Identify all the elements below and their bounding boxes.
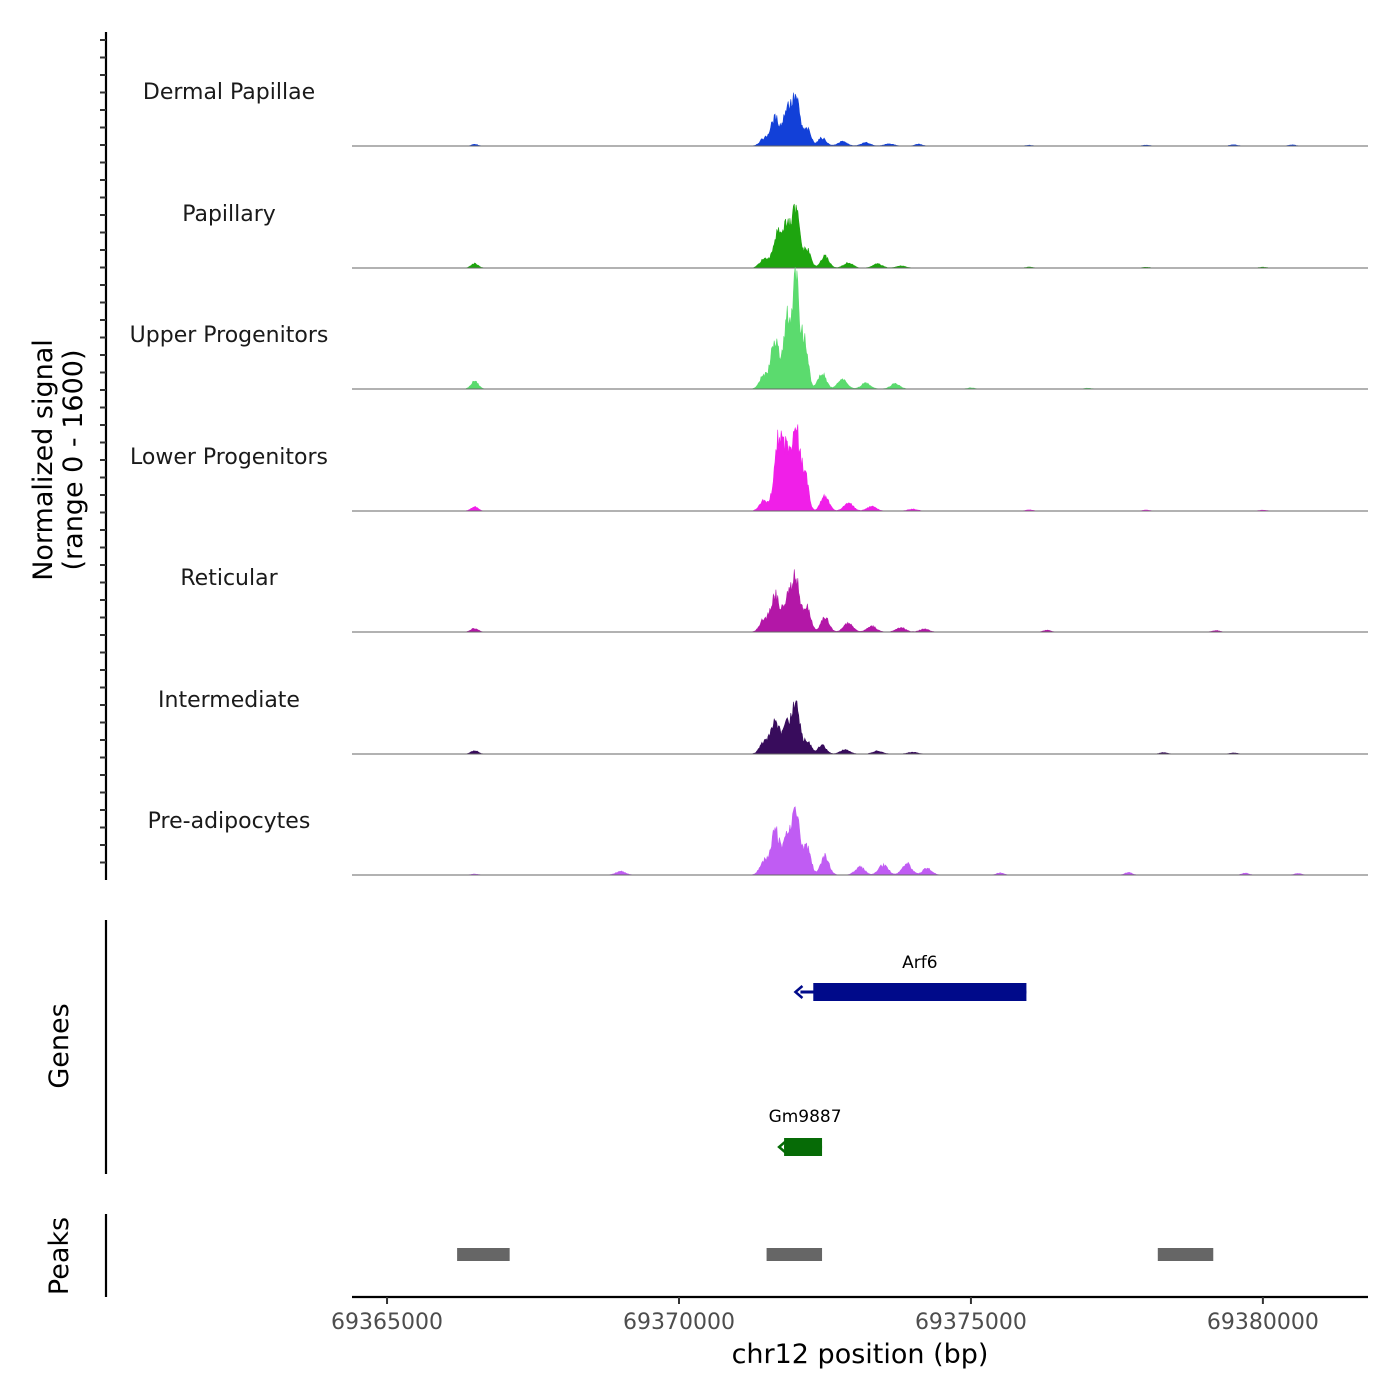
x-axis: 69365000 69370000 69375000 69380000 [331, 1295, 1368, 1335]
coverage-area [352, 806, 1368, 876]
track-lower-progenitors: Lower Progenitors [130, 424, 1368, 512]
gene-exon [784, 1138, 823, 1156]
coverage-y-axis [100, 32, 108, 880]
x-tick-label: 69365000 [331, 1310, 443, 1335]
track-label: Pre-adipocytes [148, 809, 311, 834]
peak-region [1157, 1248, 1214, 1261]
track-dermal-papillae: Dermal Papillae [143, 80, 1368, 147]
coverage-tracks: Dermal Papillae Papillary Upper Progenitor… [130, 80, 1368, 876]
peaks-panel-title: Peaks [44, 1217, 75, 1295]
gene-label: Arf6 [902, 953, 937, 973]
coverage-area [352, 267, 1368, 390]
peaks-panel [104, 1214, 1214, 1297]
strand-arrow [793, 985, 804, 999]
track-papillary: Papillary [182, 202, 1368, 269]
coverage-area [352, 203, 1368, 269]
y-axis-title: Normalized signal [28, 339, 59, 581]
x-tick-label: 69380000 [1207, 1310, 1319, 1335]
x-axis-title: chr12 position (bp) [732, 1339, 989, 1370]
coverage-area [352, 92, 1368, 147]
gene-arf6: Arf6 [793, 953, 1027, 1001]
track-intermediate: Intermediate [158, 688, 1368, 755]
y-axis-range: (range 0 - 1600) [58, 350, 89, 571]
track-label: Dermal Papillae [143, 80, 315, 105]
coverage-area [352, 569, 1368, 633]
track-label: Intermediate [158, 688, 300, 713]
track-upper-progenitors: Upper Progenitors [130, 267, 1368, 390]
track-reticular: Reticular [180, 566, 1368, 633]
gene-gm9887: Gm9887 [769, 1107, 842, 1156]
track-label: Lower Progenitors [130, 445, 328, 470]
x-tick-label: 69375000 [915, 1310, 1027, 1335]
gene-label: Gm9887 [769, 1107, 842, 1127]
track-label: Upper Progenitors [130, 323, 329, 348]
coverage-area [352, 424, 1368, 512]
track-label: Reticular [180, 566, 278, 591]
peak-region [457, 1248, 510, 1261]
track-label: Papillary [182, 202, 276, 227]
genes-panel-title: Genes [44, 1003, 75, 1088]
peak-region [766, 1248, 823, 1261]
genes-panel: Arf6 Gm9887 [104, 920, 1027, 1174]
strand-arrow [777, 1140, 787, 1154]
track-pre-adipocytes: Pre-adipocytes [148, 806, 1368, 876]
coverage-area [352, 700, 1368, 755]
x-tick-label: 69370000 [623, 1310, 735, 1335]
gene-exon [813, 983, 1027, 1001]
